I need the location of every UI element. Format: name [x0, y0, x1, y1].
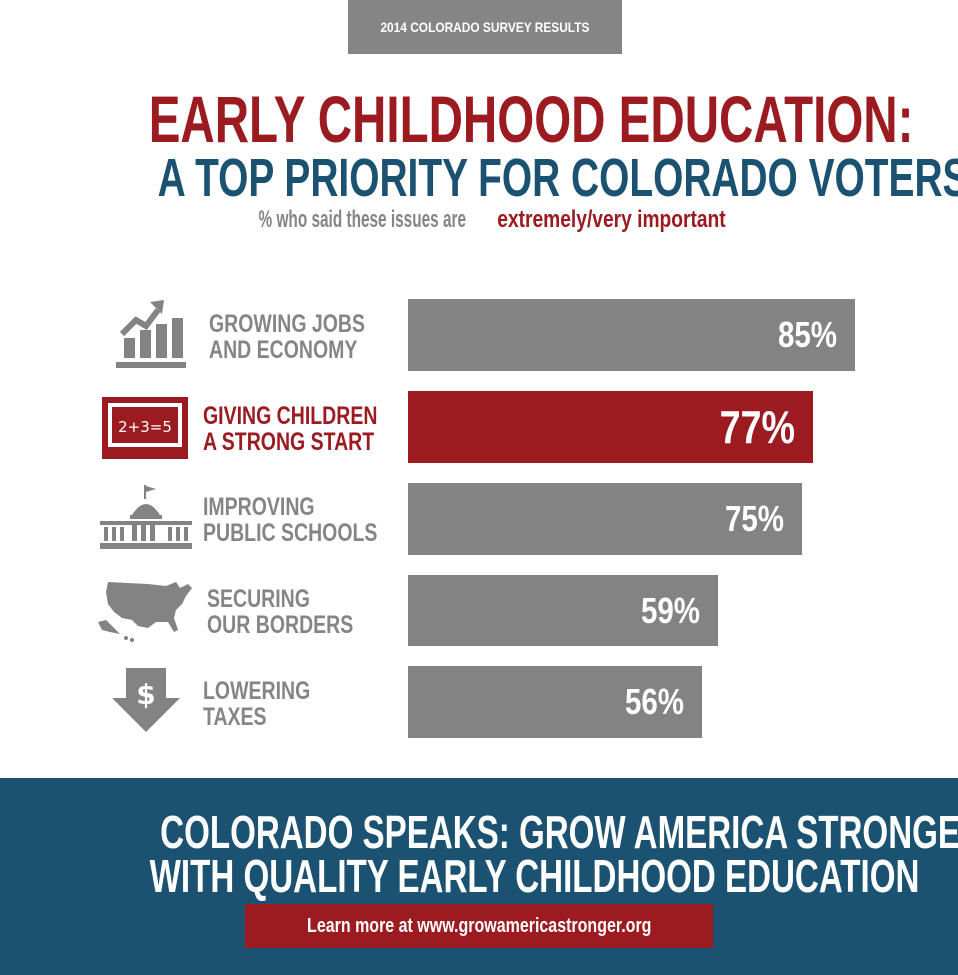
subtitle: % who said these issues are extremely/ve… [0, 208, 958, 232]
bar-value-label: 59% [640, 589, 700, 631]
bar-value-label: 75% [724, 498, 784, 539]
survey-tag: 2014 COLORADO SURVEY RESULTS [348, 0, 622, 54]
row-label-schools: IMPROVING PUBLIC SCHOOLS [203, 493, 378, 547]
row-label-jobs: GROWING JOBS AND ECONOMY [209, 310, 366, 364]
svg-text:$: $ [136, 678, 155, 711]
bar-borders: 59% [408, 575, 718, 646]
us-map-icon [98, 582, 192, 642]
bar-value-label: 85% [777, 314, 837, 355]
learn-more-link[interactable]: Learn more at www.growamericastronger.or… [245, 904, 713, 948]
dollar-down-arrow-icon: $ [112, 668, 180, 732]
growth-chart-icon [116, 300, 186, 368]
footer-line-1: COLORADO SPEAKS: GROW AMERICA STRONGER [160, 806, 958, 858]
chalkboard-icon: 2+3=5 [102, 397, 188, 459]
chalkboard-text: 2+3=5 [118, 418, 172, 436]
subtitle-highlight: extremely/very important [497, 206, 726, 233]
bar-value-label: 77% [719, 401, 795, 453]
capitol-building-icon [100, 485, 192, 549]
footer-line-2: WITH QUALITY EARLY CHILDHOOD EDUCATION [149, 850, 920, 902]
title-line-1: EARLY CHILDHOOD EDUCATION: [148, 82, 914, 156]
row-label-borders: SECURING OUR BORDERS [207, 585, 354, 639]
row-label-children: GIVING CHILDREN A STRONG START [203, 402, 378, 456]
bar-taxes: 56% [408, 666, 702, 738]
bar-schools: 75% [408, 483, 802, 555]
title-line-2: A TOP PRIORITY FOR COLORADO VOTERS [157, 148, 958, 208]
subtitle-prefix: % who said these issues are [258, 206, 466, 233]
bar-jobs: 85% [408, 299, 855, 371]
bar-children: 77% [408, 391, 813, 463]
bar-value-label: 56% [624, 681, 684, 722]
row-label-taxes: LOWERING TAXES [203, 677, 311, 731]
